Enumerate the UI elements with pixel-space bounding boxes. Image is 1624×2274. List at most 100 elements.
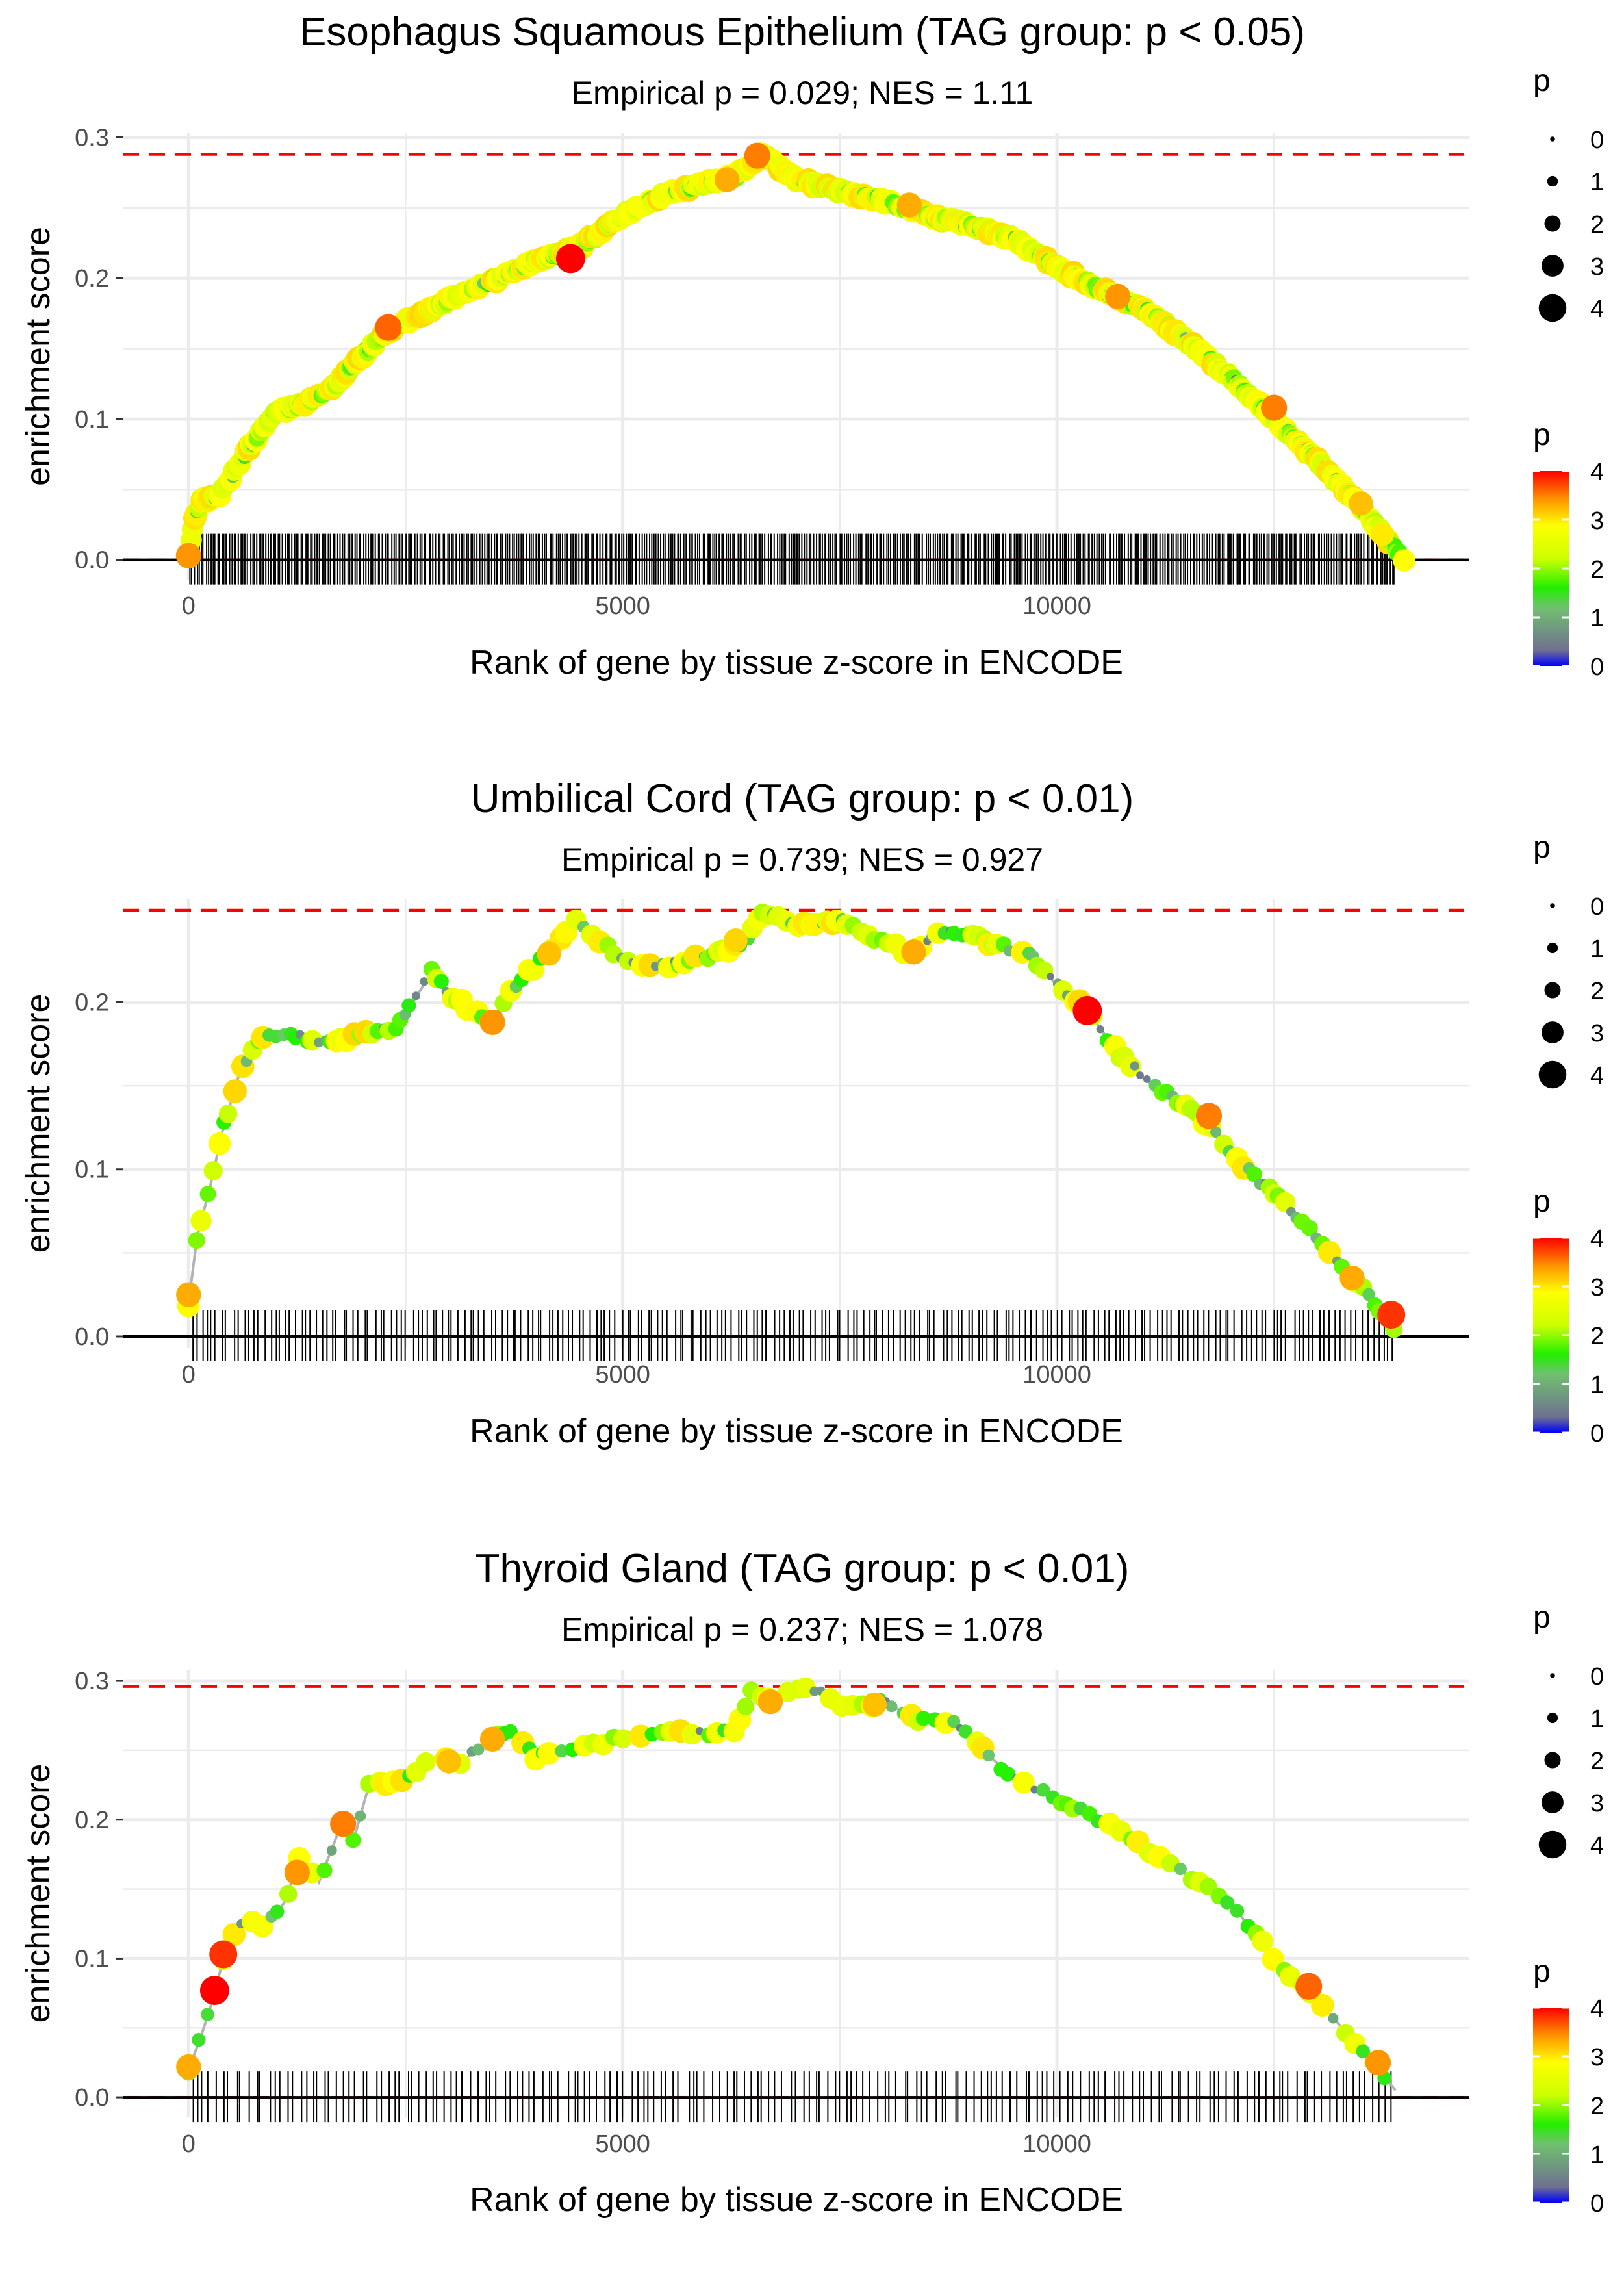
color-legend-label: 4 [1590, 1225, 1604, 1253]
y-axis-label: enrichment score [19, 994, 57, 1253]
color-legend-label: 3 [1590, 2044, 1604, 2071]
highlight-point [1295, 1973, 1323, 2000]
data-point [345, 1832, 361, 1848]
y-tick-label: 0.1 [75, 1945, 109, 1973]
size-legend-key [1547, 175, 1558, 187]
size-legend-key [1538, 294, 1567, 322]
color-legend-label: 0 [1590, 654, 1604, 681]
highlight-point [284, 1859, 310, 1885]
highlight-point [1349, 491, 1373, 516]
data-point [188, 1232, 205, 1249]
data-point [190, 1210, 212, 1232]
size-legend-title: p [1533, 830, 1551, 865]
highlight-point [1371, 522, 1395, 546]
y-tick-label: 0.2 [75, 1807, 109, 1834]
chart-title: Umbilical Cord (TAG group: p < 0.01) [471, 776, 1134, 821]
size-legend-label: 0 [1590, 1663, 1604, 1691]
size-legend-key [1547, 942, 1558, 954]
highlight-point [1339, 1265, 1365, 1291]
data-point [1130, 1061, 1139, 1071]
data-point [355, 1810, 366, 1822]
highlight-point [1377, 1301, 1406, 1329]
legend: p 0 1 2 3 4 p 0 1 2 3 4 [1533, 64, 1604, 681]
size-legend-key [1542, 1791, 1564, 1813]
data-point [555, 1744, 568, 1758]
highlight-point [176, 2054, 201, 2080]
data-point [1012, 1771, 1035, 1794]
data-point [316, 1862, 333, 1878]
highlight-point [175, 543, 201, 568]
data-point [270, 1904, 285, 1919]
highlight-point [1105, 283, 1131, 309]
data-point [1096, 1025, 1105, 1034]
size-legend-key [1544, 215, 1561, 232]
y-tick-label: 0.1 [75, 1156, 109, 1184]
x-tick-label: 0 [182, 2130, 196, 2158]
highlight-point [1261, 394, 1288, 421]
color-legend-title: p [1533, 1184, 1551, 1219]
chart-panel-1: Esophagus Squamous Epithelium (TAG group… [19, 10, 1604, 682]
size-legend-label: 2 [1590, 978, 1604, 1005]
x-tick-label: 0 [182, 593, 196, 620]
highlight-point [714, 167, 740, 192]
data-point [1220, 1895, 1234, 1910]
color-legend-label: 4 [1590, 459, 1604, 486]
data-point [416, 1752, 436, 1772]
highlight-point [176, 1282, 201, 1307]
size-legend-label: 4 [1590, 1062, 1604, 1090]
data-point [1328, 2013, 1339, 2024]
size-legend-key [1542, 255, 1564, 277]
x-tick-label: 5000 [595, 1361, 650, 1388]
x-tick-label: 10000 [1022, 593, 1091, 620]
data-point [916, 1711, 932, 1726]
size-legend-label: 0 [1590, 893, 1604, 921]
highlight-point [479, 1009, 505, 1035]
color-legend-label: 2 [1590, 2093, 1604, 2120]
curve-points [176, 1677, 1392, 2086]
data-point [1210, 1126, 1222, 1138]
data-point [1301, 1220, 1318, 1236]
size-legend-key [1550, 136, 1555, 142]
data-point [1136, 1071, 1144, 1079]
gridlines [123, 899, 1469, 1348]
data-point [201, 2008, 214, 2021]
size-legend-key [1538, 1830, 1567, 1859]
data-point [1036, 1783, 1050, 1797]
x-axis-label: Rank of gene by tissue z-score in ENCODE [470, 2181, 1123, 2219]
size-legend-label: 2 [1590, 211, 1604, 238]
color-legend-title: p [1533, 1954, 1551, 1989]
size-legend-key [1550, 903, 1555, 908]
data-point [401, 998, 416, 1013]
data-point [326, 1845, 337, 1856]
data-point [947, 1715, 961, 1728]
data-point [1174, 1862, 1187, 1876]
highlight-point [1365, 2050, 1391, 2076]
y-tick-label: 0.0 [75, 1323, 109, 1351]
data-point [503, 1724, 518, 1739]
x-tick-label: 5000 [595, 2130, 650, 2158]
highlight-point [537, 941, 561, 966]
size-legend-label: 2 [1590, 1748, 1604, 1775]
color-legend-label: 3 [1590, 1274, 1604, 1301]
y-tick-label: 0.2 [75, 265, 109, 292]
size-legend-key [1538, 1060, 1567, 1089]
data-point [279, 1885, 298, 1903]
x-tick-label: 10000 [1022, 1361, 1091, 1388]
curve-points [175, 142, 1415, 572]
y-tick-label: 0.3 [75, 1668, 109, 1695]
color-legend-label: 3 [1590, 507, 1604, 535]
color-legend-label: 0 [1590, 1420, 1604, 1448]
data-point [192, 2033, 206, 2047]
legend: p 0 1 2 3 4 p 0 1 2 3 4 [1533, 830, 1604, 1448]
highlight-point [1195, 1103, 1223, 1129]
gridlines [123, 133, 1469, 580]
y-tick-label: 0.0 [75, 2084, 109, 2112]
data-point [1030, 1785, 1039, 1794]
data-point [1311, 1993, 1334, 2017]
size-legend-label: 1 [1590, 936, 1604, 963]
highlight-point [757, 1689, 783, 1715]
x-axis-label: Rank of gene by tissue z-score in ENCODE [470, 644, 1123, 682]
color-legend-label: 0 [1590, 2190, 1604, 2217]
chart-panel-3: Thyroid Gland (TAG group: p < 0.01) Empir… [19, 1546, 1604, 2219]
